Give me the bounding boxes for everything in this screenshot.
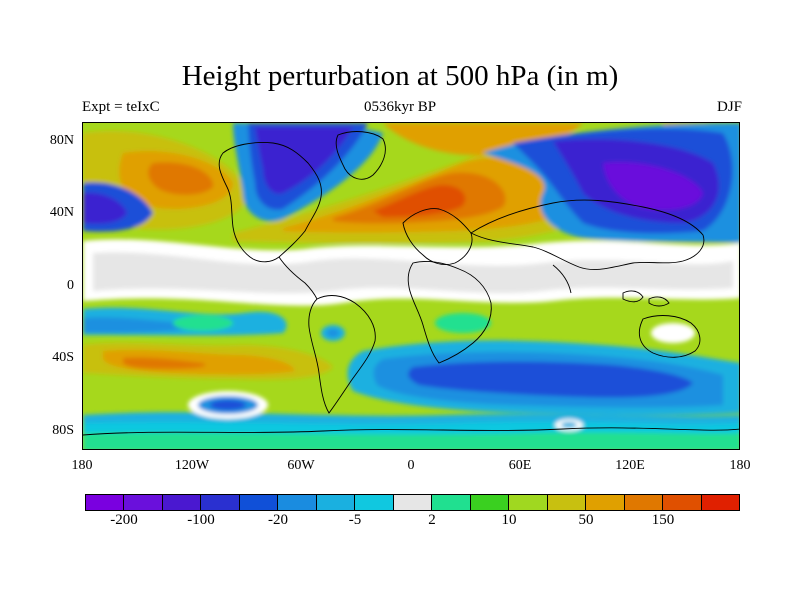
colorbar-label-m20: -20 <box>268 512 288 528</box>
height-perturbation-field <box>83 123 739 449</box>
colorbar-swatch <box>393 495 433 510</box>
colorbar-swatch <box>509 495 548 510</box>
colorbar-label-m100: -100 <box>187 512 215 528</box>
colorbar-label-10: 10 <box>501 512 517 528</box>
lat-label-40n: 40N <box>49 205 74 220</box>
lat-label-80n: 80N <box>49 133 74 148</box>
map-panel <box>82 122 740 450</box>
colorbar-swatch <box>278 495 317 510</box>
field-blobs <box>83 123 739 449</box>
lon-label-180e: 180 <box>729 458 751 473</box>
colorbar-label-m200: -200 <box>110 512 138 528</box>
colorbar-swatch <box>470 495 510 510</box>
colorbar-swatch <box>432 495 471 510</box>
map-title: Height perturbation at 500 hPa (in m) <box>181 60 619 92</box>
colorbar-swatch <box>701 495 739 510</box>
colorbar-swatch <box>201 495 240 510</box>
colorbar-swatch <box>239 495 279 510</box>
colorbar <box>85 494 740 511</box>
lon-label-0: 0 <box>407 458 415 473</box>
colorbar-swatch <box>586 495 625 510</box>
lon-label-60w: 60W <box>287 458 315 473</box>
colorbar-label-150: 150 <box>651 512 675 528</box>
lat-label-eq: 0 <box>67 278 74 293</box>
season-label: DJF <box>716 99 742 115</box>
time-label: 0536kyr BP <box>363 99 437 115</box>
experiment-label: Expt = teIxC <box>82 99 160 115</box>
colorbar-swatch <box>316 495 356 510</box>
colorbar-swatch <box>162 495 202 510</box>
colorbar-swatch <box>86 495 125 510</box>
lon-label-60e: 60E <box>508 458 532 473</box>
colorbar-label-2: 2 <box>428 512 436 528</box>
colorbar-swatch <box>124 495 163 510</box>
lon-label-120e: 120E <box>615 458 645 473</box>
lon-label-120w: 120W <box>174 458 210 473</box>
colorbar-label-50: 50 <box>578 512 594 528</box>
lat-label-40s: 40S <box>52 350 74 365</box>
colorbar-swatch <box>663 495 702 510</box>
colorbar-label-m5: -5 <box>348 512 362 528</box>
lat-label-80s: 80S <box>52 423 74 438</box>
lon-label-180w: 180 <box>71 458 93 473</box>
colorbar-swatch <box>355 495 394 510</box>
colorbar-swatch <box>624 495 664 510</box>
coastlines <box>83 131 739 436</box>
colorbar-swatch <box>547 495 587 510</box>
